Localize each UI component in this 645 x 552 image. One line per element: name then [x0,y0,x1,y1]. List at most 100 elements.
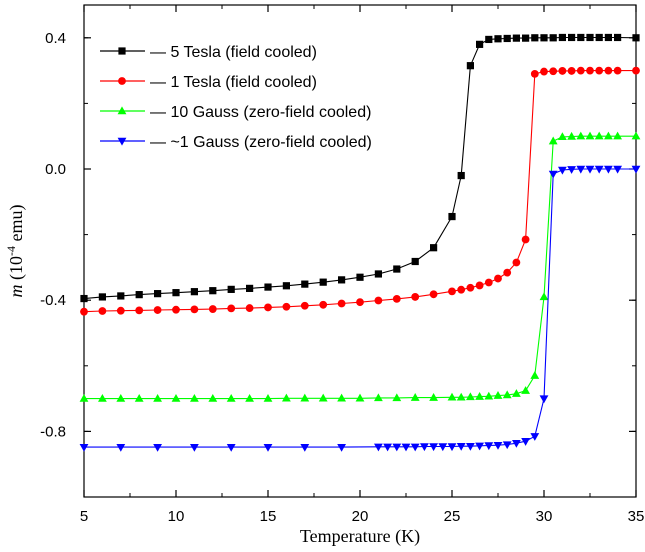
data-point [456,392,466,401]
data-point [521,438,530,446]
data-point [393,265,401,273]
data-point [466,392,475,401]
legend: — 5 Tesla (field cooled) — 1 Tesla (field… [100,44,372,151]
data-point [540,67,548,76]
data-point [264,283,272,291]
data-point [604,131,613,140]
data-point [319,278,327,286]
data-point [540,34,548,42]
data-point [567,166,576,174]
data-point [613,165,622,174]
data-point [190,288,198,296]
data-point [512,389,521,397]
y-tick-label: -0.4 [40,292,66,309]
legend-label: — 10 Gauss (zero-field cooled) [150,104,371,121]
x-tick-label: 5 [80,508,88,525]
data-point [631,165,641,174]
data-point [209,287,217,295]
data-point [585,131,595,140]
data-point [613,131,622,140]
data-point [190,394,199,402]
data-point [319,300,328,309]
series-3 [79,131,641,402]
data-point [438,443,448,452]
data-point [466,62,474,70]
data-point [568,33,576,42]
data-point [246,284,254,292]
data-point [282,282,290,290]
data-point [337,299,346,308]
data-point [530,371,540,379]
data-point [548,136,558,145]
data-point [429,290,438,299]
data-point [208,394,218,402]
data-point [356,298,364,307]
x-tick-label: 10 [168,508,185,525]
data-point [576,131,586,140]
data-point [411,293,420,301]
x-tick-label: 30 [536,508,553,525]
data-point [604,165,613,174]
legend-label: — 1 Tesla (field cooled) [150,74,317,91]
data-point [604,33,612,42]
data-point [475,442,484,451]
data-point [227,304,236,313]
data-point [484,391,494,400]
data-point [494,35,502,43]
data-point [411,257,419,266]
data-point [577,33,585,42]
series-2 [80,66,640,316]
legend-marker [118,77,126,85]
data-point [430,244,438,252]
data-point [337,393,346,402]
data-point [172,305,180,314]
data-point [475,281,484,290]
data-point [116,394,126,402]
x-axis-title: Temperature (K) [300,526,420,547]
y-axis-exponent: -4 [4,246,18,256]
data-point [263,443,273,452]
data-point [401,443,411,452]
data-point [456,442,466,451]
x-tick-label: 20 [352,508,369,525]
data-point [595,33,603,42]
data-point [447,392,457,401]
series-line [83,70,636,313]
data-point [595,66,604,75]
data-point [448,212,456,221]
series-line [84,135,636,400]
series-1 [80,33,640,303]
data-point [502,441,512,450]
data-point [586,33,594,42]
data-point [521,386,530,394]
data-point [503,268,512,277]
data-point [116,443,126,452]
data-point [466,283,475,292]
data-point [539,395,549,404]
data-point [392,294,401,303]
y-tick-label: -0.8 [40,423,66,440]
data-point [282,302,291,311]
data-point [300,443,310,452]
data-point [208,305,217,313]
data-point [355,393,365,402]
y-axis-symbol: m [6,284,26,297]
data-point [512,34,520,42]
data-point [337,443,346,452]
data-point [522,34,530,42]
data-point [153,443,162,452]
data-point [116,306,125,315]
data-point [429,443,438,452]
data-point [98,293,106,301]
legend-label: — 5 Tesla (field cooled) [150,44,317,61]
series-line [83,36,637,300]
data-point [448,287,456,296]
data-point [153,306,162,314]
y-axis-unit-prefix: (10 [6,256,27,285]
legend-label: — ~1 Gauss (zero-field cooled) [150,134,372,151]
data-point [632,34,640,42]
data-point [135,306,144,315]
data-point [98,307,107,315]
data-point [594,131,604,140]
data-point [457,285,466,294]
